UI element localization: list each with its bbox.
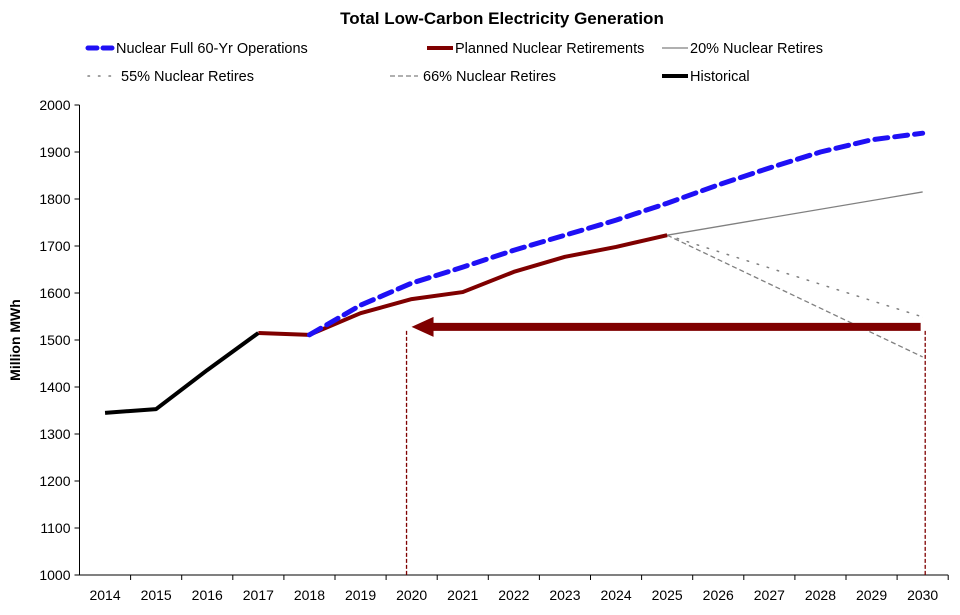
series-55-nuclear-retires-line bbox=[667, 235, 923, 317]
legend-label: 55% Nuclear Retires bbox=[121, 69, 254, 85]
x-tick-label: 2026 bbox=[703, 587, 734, 603]
y-tick-label: 1100 bbox=[40, 520, 70, 536]
x-tick-label: 2020 bbox=[396, 587, 427, 603]
legend-label: Nuclear Full 60-Yr Operations bbox=[116, 41, 308, 57]
x-tick-label: 2030 bbox=[907, 587, 938, 603]
y-tick-label: 1400 bbox=[39, 379, 70, 395]
x-tick-label: 2022 bbox=[498, 587, 529, 603]
x-tick-label: 2029 bbox=[856, 587, 887, 603]
arrow-head bbox=[412, 317, 434, 337]
legend-label: 66% Nuclear Retires bbox=[423, 69, 556, 85]
x-tick-label: 2027 bbox=[754, 587, 785, 603]
y-tick-label: 1300 bbox=[39, 426, 70, 442]
x-tick-label: 2028 bbox=[805, 587, 836, 603]
y-tick-label: 1900 bbox=[39, 144, 70, 160]
series-66-nuclear-retires-line bbox=[667, 235, 923, 357]
x-tick-label: 2025 bbox=[652, 587, 683, 603]
legend-label: Historical bbox=[690, 69, 750, 85]
chart-title: Total Low-Carbon Electricity Generation bbox=[340, 9, 664, 28]
series-20-nuclear-retires-line bbox=[667, 192, 923, 235]
y-tick-label: 1600 bbox=[39, 285, 70, 301]
y-tick-label: 2000 bbox=[39, 97, 70, 113]
y-tick-label: 1800 bbox=[39, 191, 70, 207]
y-tick-label: 1500 bbox=[39, 332, 70, 348]
series-nuclear-full-60-yr-operations-line bbox=[309, 133, 922, 335]
y-tick-label: 1000 bbox=[39, 567, 70, 583]
x-tick-label: 2015 bbox=[141, 587, 172, 603]
axes: 1000 1100 1200 1300 1400 1500 1600 1700 1800 1900… bbox=[39, 97, 948, 603]
x-tick-label: 2024 bbox=[600, 587, 631, 603]
x-tick-label: 2019 bbox=[345, 587, 376, 603]
legend-label: Planned Nuclear Retirements bbox=[455, 41, 644, 57]
annotations bbox=[407, 317, 926, 575]
series-planned-nuclear-retirements-line bbox=[258, 235, 667, 335]
x-tick-label: 2021 bbox=[447, 587, 478, 603]
y-tick-label: 1200 bbox=[39, 473, 70, 489]
x-tick-label: 2014 bbox=[89, 587, 120, 603]
x-tick-label: 2017 bbox=[243, 587, 274, 603]
x-tick-label: 2016 bbox=[192, 587, 223, 603]
x-tick-label: 2018 bbox=[294, 587, 325, 603]
y-tick-label: 1700 bbox=[39, 238, 70, 254]
y-axis-label: Million MWh bbox=[7, 299, 23, 381]
x-tick-label: 2023 bbox=[549, 587, 580, 603]
series-historical-line bbox=[105, 333, 258, 413]
legend: Nuclear Full 60-Yr Operations Planned Nuc… bbox=[88, 41, 823, 85]
series-group bbox=[105, 133, 923, 413]
legend-label: 20% Nuclear Retires bbox=[690, 41, 823, 57]
